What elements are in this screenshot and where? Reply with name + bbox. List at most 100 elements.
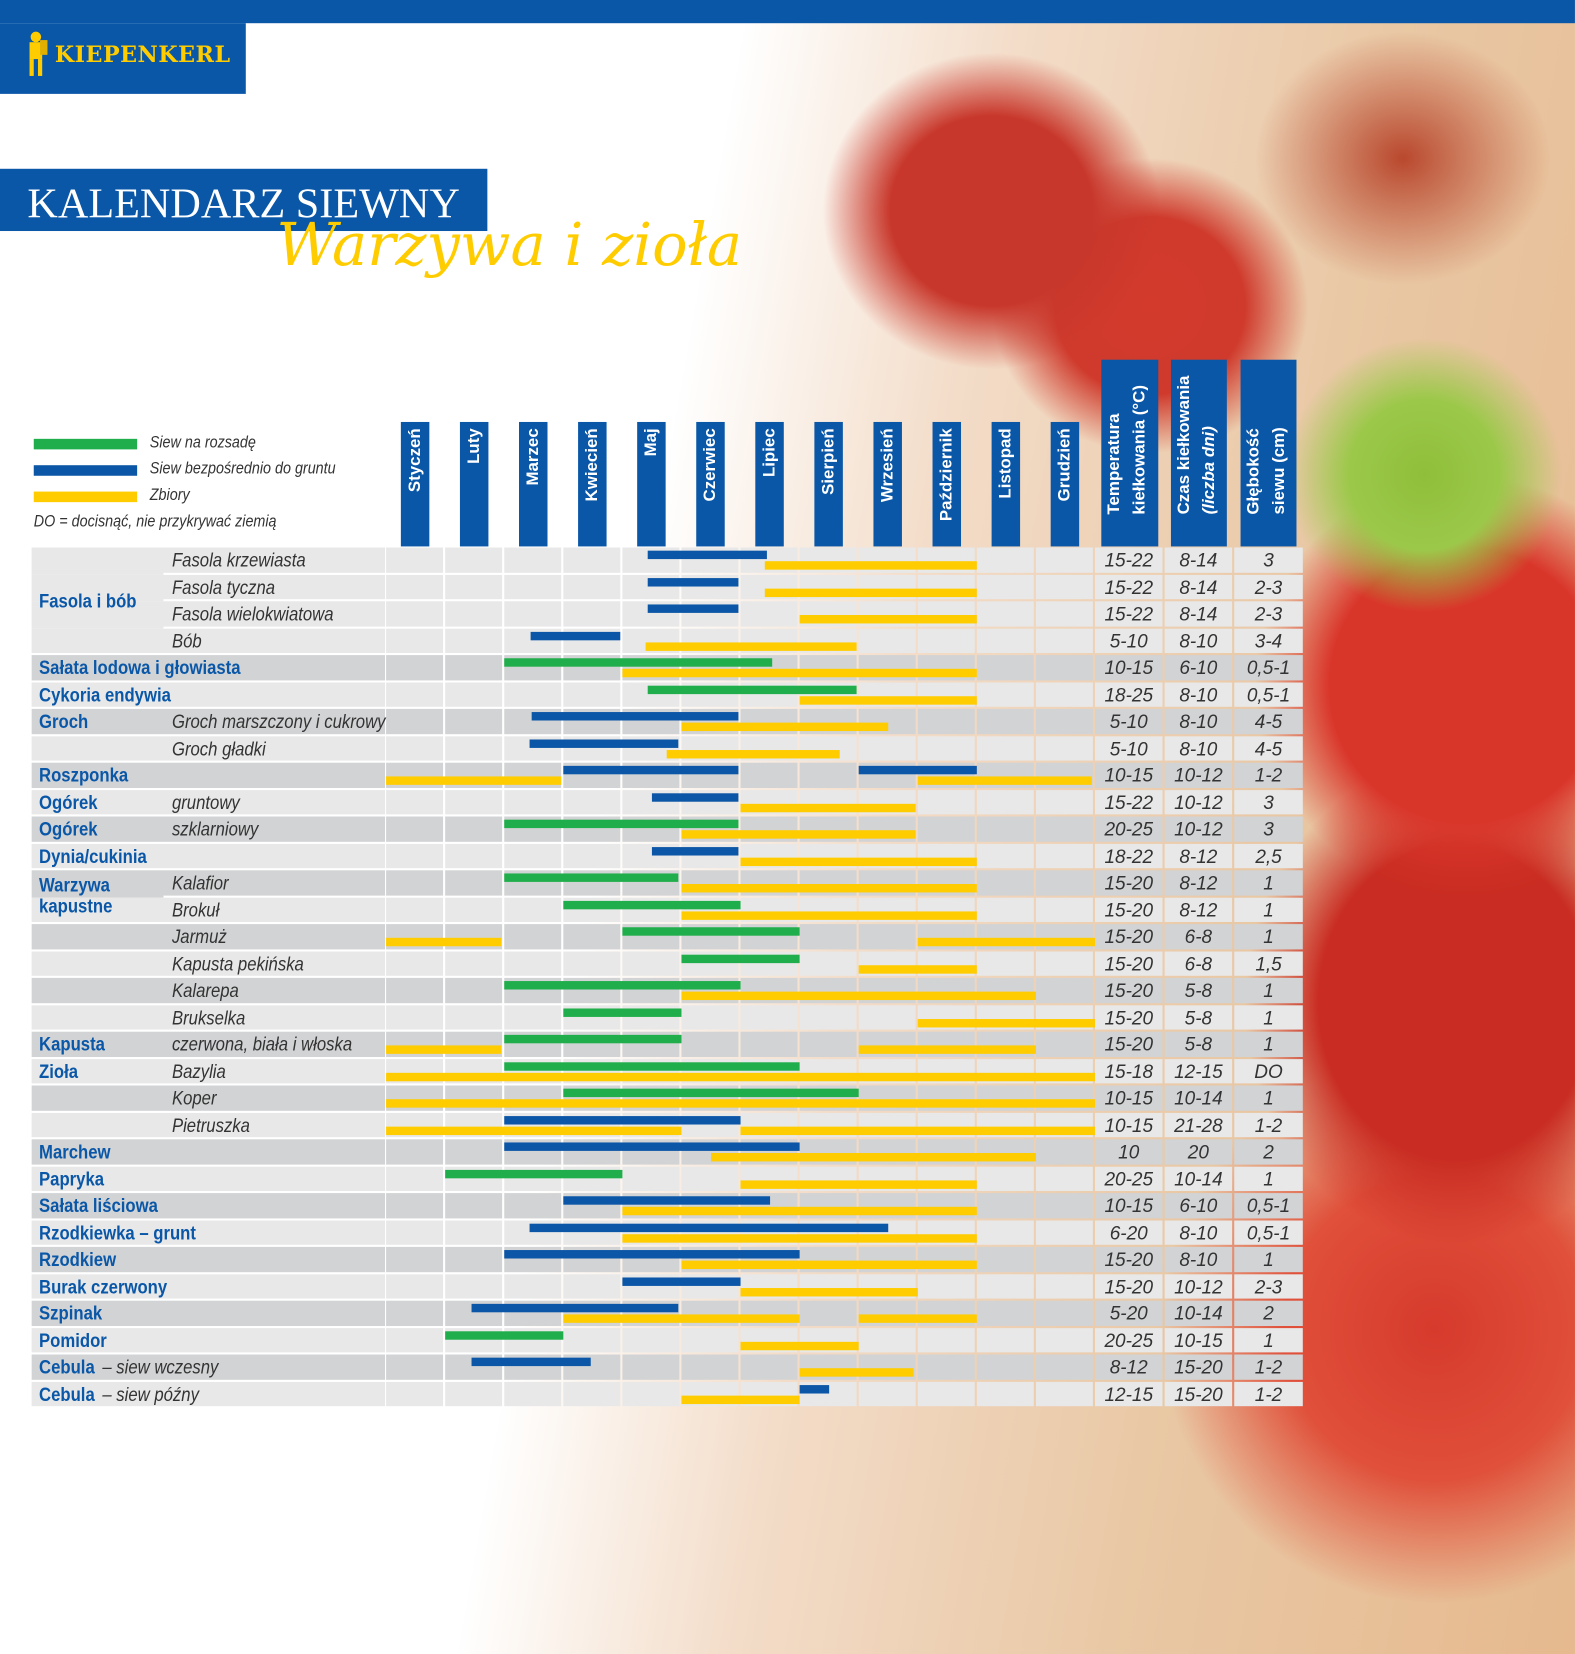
value-days: 10-14 xyxy=(1174,1087,1223,1109)
table-row: Kalafior 15-20 8-12 1 xyxy=(31,870,1303,898)
row-label: Koper xyxy=(171,1087,217,1109)
bar-green xyxy=(647,685,857,694)
table-cell xyxy=(31,628,164,653)
value-days: 8-10 xyxy=(1179,630,1218,652)
table-cell xyxy=(917,708,975,734)
table-cell xyxy=(976,655,1034,680)
table-cell xyxy=(1094,1112,1163,1138)
page-title: KALENDARZ SIEWNY xyxy=(27,179,460,227)
value-depth: 1-2 xyxy=(1254,1114,1283,1136)
table-cell xyxy=(1164,843,1233,869)
logo: KIEPENKERL xyxy=(0,23,246,94)
table-cell xyxy=(386,1300,444,1326)
table-cell xyxy=(504,950,562,976)
table-cell xyxy=(1164,1166,1233,1191)
value-days: 6-10 xyxy=(1179,1195,1218,1217)
month-label: Marzec xyxy=(523,428,542,486)
table-cell xyxy=(1035,1300,1093,1326)
table-cell xyxy=(976,1166,1034,1191)
table-cell xyxy=(31,708,164,734)
row-label: Fasola wielokwiatowa xyxy=(171,603,334,625)
brand-name: KIEPENKERL xyxy=(54,41,231,68)
bar-yellow xyxy=(666,749,840,758)
table-cell xyxy=(31,1300,386,1326)
value-days: 8-12 xyxy=(1179,872,1218,894)
row-label: Fasola krzewiasta xyxy=(171,549,306,571)
bar-yellow xyxy=(622,668,977,678)
table-row: Brokuł 15-20 8-12 1 xyxy=(31,897,1303,924)
value-temp: 5-10 xyxy=(1109,711,1148,733)
bar-green xyxy=(622,927,800,936)
value-temp: 15-22 xyxy=(1104,549,1154,571)
table-cell xyxy=(622,950,680,976)
value-temp: 15-22 xyxy=(1104,576,1154,598)
table-cell xyxy=(976,735,1034,761)
month-header: Sierpień xyxy=(814,421,843,547)
table-cell xyxy=(976,1246,1034,1272)
table-cell xyxy=(1234,1085,1303,1111)
row-label: gruntowy xyxy=(171,791,240,813)
table-cell xyxy=(976,1327,1034,1353)
table-cell xyxy=(386,1327,444,1353)
table-cell xyxy=(386,708,444,734)
table-cell xyxy=(1035,574,1093,600)
row-label: – siew wczesny xyxy=(102,1356,219,1378)
table-cell xyxy=(445,681,503,707)
table-row: Cebula – siew późny 12-15 15-20 1-2 xyxy=(31,1381,1303,1408)
row-label: – siew późny xyxy=(102,1383,199,1405)
table-cell xyxy=(563,789,621,815)
table-cell xyxy=(1164,924,1233,949)
table-cell xyxy=(445,655,503,680)
table-row: Pomidor 20-25 10-15 1 xyxy=(31,1327,1303,1355)
table-cell xyxy=(1094,547,1163,573)
table-cell xyxy=(1094,1327,1163,1353)
bar-yellow xyxy=(740,1287,918,1296)
table-cell xyxy=(445,601,503,627)
table-cell xyxy=(1035,681,1093,707)
table-cell xyxy=(1094,1004,1163,1030)
value-depth: 0,5-1 xyxy=(1246,1222,1291,1244)
table-cell xyxy=(1234,870,1303,896)
bar-yellow xyxy=(386,1072,1095,1081)
table-cell xyxy=(386,574,444,600)
bar-yellow xyxy=(681,1395,800,1404)
table-row: Groch gładki 5-10 8-10 4-5 xyxy=(31,735,1303,763)
table-cell xyxy=(1234,574,1303,600)
bar-blue xyxy=(622,1276,741,1286)
table-cell xyxy=(1094,762,1163,788)
table-cell xyxy=(31,1327,386,1353)
legend-swatch-yellow xyxy=(33,491,138,503)
table-cell xyxy=(1164,1354,1233,1380)
value-depth: DO xyxy=(1254,1060,1283,1082)
value-days: 20 xyxy=(1187,1141,1209,1163)
table-cell xyxy=(386,1219,444,1245)
table-cell xyxy=(504,574,562,600)
bar-blue xyxy=(651,846,739,855)
table-cell xyxy=(799,950,857,976)
month-header: Październik xyxy=(932,421,962,547)
table-cell xyxy=(622,1166,680,1191)
value-days: 10-12 xyxy=(1174,764,1223,786)
table-cell xyxy=(1094,574,1163,600)
table-cell xyxy=(445,1219,503,1245)
row-label: czerwona, biała i włoska xyxy=(171,1033,353,1055)
table-cell xyxy=(1094,601,1163,627)
table-cell xyxy=(386,789,444,815)
table-cell xyxy=(976,1273,1034,1299)
row-label: Kalarepa xyxy=(171,980,239,1002)
table-cell xyxy=(31,816,164,842)
table-cell xyxy=(386,1354,444,1380)
table-cell xyxy=(976,708,1034,734)
bar-yellow xyxy=(386,776,561,785)
row-group-label: Marchew xyxy=(39,1141,111,1163)
bar-yellow xyxy=(386,1099,1095,1108)
value-temp: 15-18 xyxy=(1104,1060,1154,1082)
table-cell xyxy=(31,950,164,976)
table-cell xyxy=(445,789,503,815)
table-cell xyxy=(445,708,503,734)
value-depth: 0,5-1 xyxy=(1246,657,1291,679)
table-cell xyxy=(1164,547,1233,573)
row-label: szklarniowy xyxy=(171,818,259,840)
table-cell xyxy=(1164,789,1233,815)
value-temp: 15-20 xyxy=(1104,1006,1154,1029)
